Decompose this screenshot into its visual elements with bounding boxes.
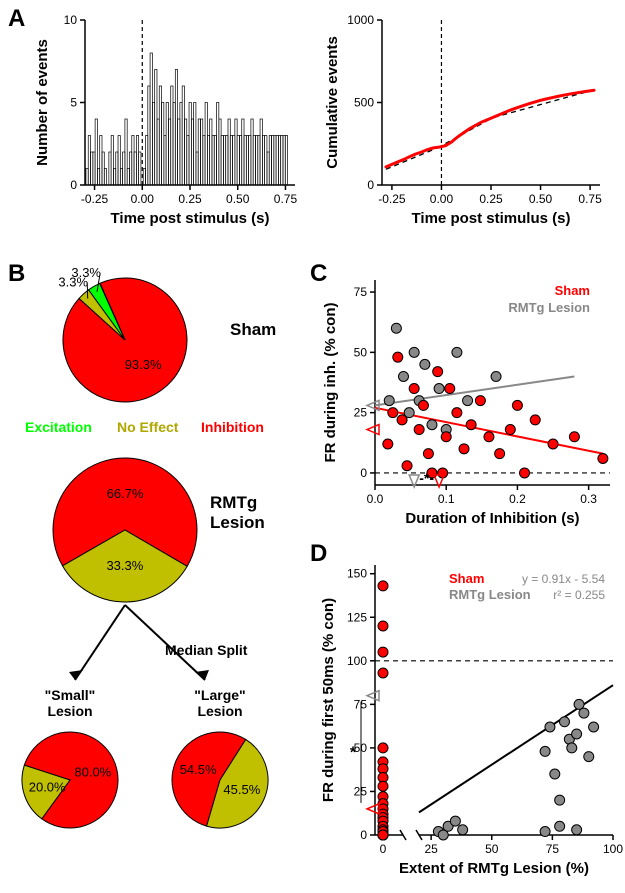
svg-text:Median Split: Median Split bbox=[165, 642, 248, 658]
svg-text:125: 125 bbox=[347, 610, 367, 624]
svg-text:y = 0.91x - 5.54: y = 0.91x - 5.54 bbox=[522, 572, 605, 586]
svg-text:0.00: 0.00 bbox=[430, 192, 454, 206]
svg-text:0: 0 bbox=[360, 828, 367, 842]
svg-text:0.0: 0.0 bbox=[367, 492, 384, 506]
svg-text:20.0%: 20.0% bbox=[29, 779, 66, 794]
panel-a-histogram: -0.25 0.00 0.25 0.50 0.75 0 5 10 Time post stimu… bbox=[30, 5, 310, 235]
panel-b-pies: 93.3%3.3%3.3%ShamExcitationNo EffectInhi… bbox=[5, 260, 305, 890]
svg-text:Time post stimulus (s): Time post stimulus (s) bbox=[412, 210, 571, 227]
svg-text:10: 10 bbox=[64, 13, 78, 27]
svg-text:0: 0 bbox=[70, 178, 77, 192]
svg-text:Duration of Inhibition (s): Duration of Inhibition (s) bbox=[405, 510, 579, 527]
svg-text:0.2: 0.2 bbox=[509, 492, 526, 506]
svg-text:0.25: 0.25 bbox=[479, 192, 503, 206]
svg-text:-*-: -*- bbox=[419, 470, 434, 486]
svg-text:54.5%: 54.5% bbox=[180, 762, 217, 777]
svg-text:25: 25 bbox=[424, 842, 438, 856]
svg-text:Lesion: Lesion bbox=[47, 703, 92, 719]
panel-a-letter: A bbox=[8, 5, 25, 33]
panel-c-scatter: 0.0 0.1 0.2 0.3 0 25 50 75 Duration of Inhibitio… bbox=[315, 260, 625, 540]
svg-text:Sham: Sham bbox=[449, 571, 484, 586]
svg-text:0.75: 0.75 bbox=[274, 192, 298, 206]
svg-text:r² = 0.255: r² = 0.255 bbox=[553, 588, 605, 602]
svg-text:"Large": "Large" bbox=[194, 687, 245, 703]
svg-text:45.5%: 45.5% bbox=[223, 782, 260, 797]
svg-text:0.3: 0.3 bbox=[580, 492, 597, 506]
svg-text:*: * bbox=[350, 744, 357, 761]
svg-text:0.25: 0.25 bbox=[178, 192, 202, 206]
svg-text:500: 500 bbox=[354, 96, 374, 110]
svg-text:0: 0 bbox=[380, 842, 387, 856]
svg-text:100: 100 bbox=[603, 842, 623, 856]
svg-text:-0.25: -0.25 bbox=[378, 192, 406, 206]
svg-text:75: 75 bbox=[546, 842, 560, 856]
svg-text:100: 100 bbox=[347, 654, 367, 668]
svg-text:33.3%: 33.3% bbox=[106, 558, 143, 573]
svg-text:80.0%: 80.0% bbox=[74, 765, 111, 780]
svg-text:150: 150 bbox=[347, 567, 367, 581]
svg-text:-0.25: -0.25 bbox=[81, 192, 109, 206]
svg-text:0.50: 0.50 bbox=[226, 192, 250, 206]
svg-text:No Effect: No Effect bbox=[117, 419, 179, 435]
svg-text:RMTg: RMTg bbox=[210, 493, 257, 512]
svg-text:Lesion: Lesion bbox=[210, 513, 265, 532]
svg-text:Extent of RMTg Lesion (%): Extent of RMTg Lesion (%) bbox=[399, 860, 589, 877]
svg-text:Sham: Sham bbox=[555, 283, 590, 298]
svg-text:25: 25 bbox=[354, 784, 368, 798]
panel-d-scatter: 02550751000255075100125150Extent of RMTg… bbox=[315, 545, 625, 890]
svg-text:0.75: 0.75 bbox=[578, 192, 602, 206]
panel-a-cumulative: -0.25 0.00 0.25 0.50 0.75 0 500 1000 Time post s… bbox=[320, 5, 615, 235]
svg-text:FR during inh. (% con): FR during inh. (% con) bbox=[322, 303, 339, 463]
svg-text:0.50: 0.50 bbox=[529, 192, 553, 206]
svg-text:75: 75 bbox=[354, 285, 368, 299]
svg-text:Inhibition: Inhibition bbox=[201, 419, 264, 435]
svg-text:"Small": "Small" bbox=[45, 687, 96, 703]
svg-text:Lesion: Lesion bbox=[197, 703, 242, 719]
svg-text:Cumulative events: Cumulative events bbox=[324, 36, 341, 169]
svg-text:0.00: 0.00 bbox=[131, 192, 155, 206]
svg-text:75: 75 bbox=[354, 697, 368, 711]
svg-text:3.3%: 3.3% bbox=[71, 265, 101, 280]
svg-text:66.7%: 66.7% bbox=[107, 486, 144, 501]
svg-text:1000: 1000 bbox=[347, 13, 374, 27]
svg-text:0.1: 0.1 bbox=[438, 492, 455, 506]
svg-text:93.3%: 93.3% bbox=[125, 357, 162, 372]
svg-text:FR during first 50ms (% con): FR during first 50ms (% con) bbox=[320, 598, 337, 802]
svg-text:RMTg Lesion: RMTg Lesion bbox=[449, 587, 531, 602]
svg-text:25: 25 bbox=[354, 406, 368, 420]
svg-text:Excitation: Excitation bbox=[25, 419, 92, 435]
svg-text:0: 0 bbox=[360, 466, 367, 480]
svg-text:0: 0 bbox=[367, 178, 374, 192]
svg-text:5: 5 bbox=[70, 96, 77, 110]
svg-text:RMTg Lesion: RMTg Lesion bbox=[508, 300, 590, 315]
svg-text:Number of events: Number of events bbox=[34, 39, 51, 166]
svg-text:Sham: Sham bbox=[230, 320, 276, 339]
svg-text:50: 50 bbox=[485, 842, 499, 856]
svg-text:50: 50 bbox=[354, 345, 368, 359]
svg-text:Time post stimulus (s): Time post stimulus (s) bbox=[111, 210, 270, 227]
